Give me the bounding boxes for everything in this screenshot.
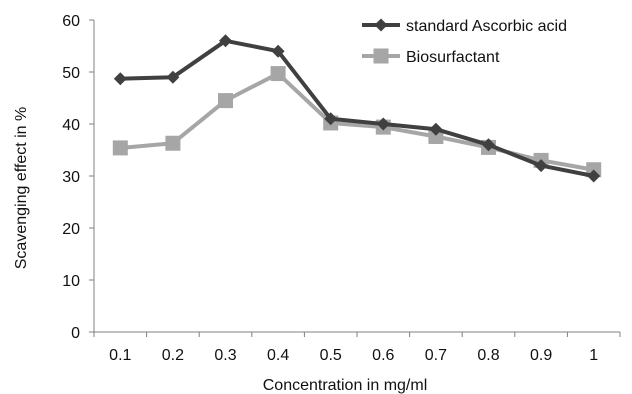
y-tick-label: 60 [62, 13, 80, 30]
data-point [271, 44, 285, 58]
y-tick-label: 30 [62, 169, 80, 186]
x-axis-title: Concentration in mg/ml [263, 377, 428, 394]
data-point [112, 140, 128, 156]
data-point [270, 66, 286, 82]
series-layer [112, 34, 602, 183]
data-point [324, 112, 338, 126]
series-line [120, 38, 595, 178]
x-tick-label: 0.5 [320, 347, 342, 364]
data-point [219, 34, 232, 48]
x-tick-label: 0.9 [530, 347, 552, 364]
legend-swatch-marker [373, 48, 389, 64]
data-point [113, 72, 127, 86]
y-tick-label: 20 [62, 221, 80, 238]
legend-swatch-marker [374, 18, 388, 32]
data-point [587, 169, 601, 183]
data-point [166, 70, 180, 84]
legend-label: standard Ascorbic acid [406, 18, 567, 35]
x-tick-label: 0.2 [162, 347, 184, 364]
y-tick-label: 10 [62, 273, 80, 290]
axes [93, 20, 620, 333]
x-axis-ticks: 0.1 0.2 0.3 0.4 0.5 0.6 0.7 0.8 0.9 1 [93, 332, 621, 364]
x-tick-label: 0.7 [425, 347, 447, 364]
data-point [482, 138, 495, 152]
x-tick-label: 0.6 [372, 347, 394, 364]
data-point [376, 117, 390, 131]
data-point [429, 122, 443, 136]
y-tick-label: 50 [62, 65, 80, 82]
x-tick-label: 0.3 [214, 347, 236, 364]
x-tick-label: 0.1 [109, 347, 131, 364]
y-axis-title: Scavenging effect in % [13, 107, 30, 269]
data-point [428, 128, 444, 144]
y-tick-label: 0 [71, 325, 80, 342]
data-point [218, 93, 233, 109]
x-tick-label: 0.8 [477, 347, 499, 364]
x-tick-label: 0.4 [267, 347, 289, 364]
legend-label: Biosurfactant [406, 49, 500, 66]
y-tick-label: 40 [62, 117, 80, 134]
x-tick-label: 1 [589, 347, 598, 364]
y-axis-ticks: 0 10 20 30 40 50 60 [62, 13, 94, 342]
series-0 [113, 34, 601, 183]
data-point [165, 135, 181, 151]
legend: standard Ascorbic acid Biosurfactant [362, 18, 567, 66]
data-point [534, 159, 548, 173]
